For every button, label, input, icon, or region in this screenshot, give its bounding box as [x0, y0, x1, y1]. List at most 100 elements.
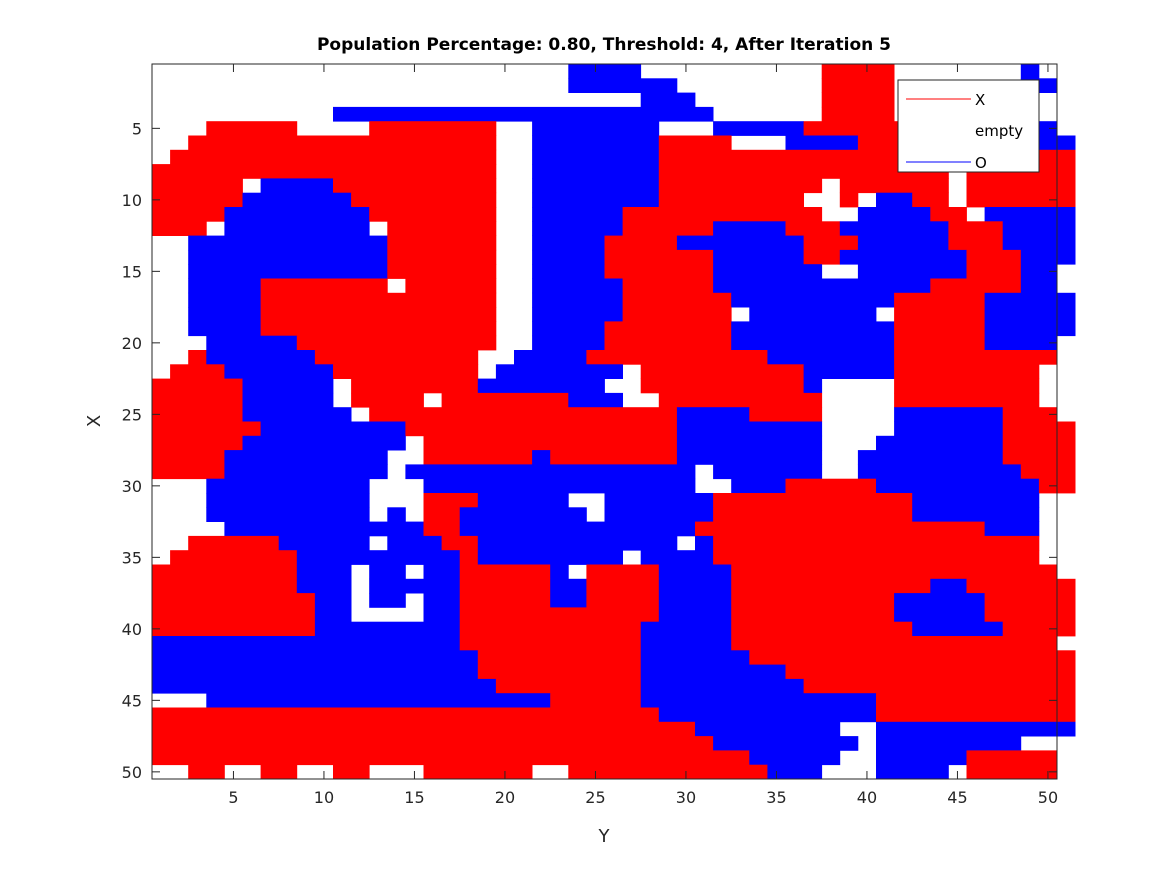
- axis-ticks: 5 10 15 20 25 30 35 40 45 50 5 10 15 20 25 30 35 40 45 50: [122, 64, 1058, 807]
- axes-box: [151, 63, 1058, 780]
- cell-o: [676, 235, 804, 251]
- cell-x: [495, 678, 642, 694]
- cell-o: [857, 207, 931, 222]
- cell-x: [803, 678, 1076, 694]
- cell-o: [206, 693, 551, 708]
- cell-o: [731, 335, 895, 351]
- cell-x: [369, 207, 497, 222]
- cell-o: [532, 178, 660, 194]
- cell-x: [152, 593, 316, 608]
- cell-x: [1002, 421, 1076, 437]
- cell-x: [803, 121, 913, 136]
- cell-x: [369, 121, 497, 136]
- legend-label-empty: empty: [975, 122, 1023, 140]
- cell-o: [894, 421, 1004, 437]
- cell-x: [387, 221, 497, 236]
- cell-o: [1020, 249, 1076, 265]
- cell-o: [296, 578, 352, 594]
- legend-label-x: X: [975, 91, 985, 109]
- cell-o: [296, 564, 352, 580]
- cell-x: [966, 264, 1022, 279]
- cell-o: [188, 264, 388, 279]
- cell-x: [785, 664, 1076, 680]
- cell-x: [333, 178, 497, 194]
- cell-x: [658, 392, 823, 408]
- cell-o: [658, 564, 732, 580]
- cell-o: [477, 550, 623, 565]
- cell-o: [224, 364, 334, 379]
- cell-o: [206, 335, 298, 351]
- x-tick-label: 50: [1038, 788, 1058, 807]
- cell-x: [640, 378, 804, 394]
- cell-o: [640, 621, 732, 637]
- cell-o: [206, 478, 370, 494]
- cell-o: [984, 207, 1076, 222]
- cell-x: [170, 550, 298, 565]
- cell-x: [984, 607, 1076, 623]
- cell-o: [857, 450, 1004, 465]
- cell-o: [984, 292, 1076, 308]
- cell-x: [713, 507, 913, 522]
- cell-o: [731, 292, 895, 308]
- cell-o: [984, 335, 1058, 351]
- cell-x: [459, 550, 479, 565]
- cell-x: [568, 764, 768, 780]
- cell-o: [767, 764, 823, 780]
- cell-o: [876, 478, 1040, 494]
- cell-x: [1020, 464, 1076, 480]
- cell-x: [423, 450, 533, 465]
- cell-o: [803, 364, 895, 379]
- y-tick-label: 45: [122, 691, 142, 710]
- cell-x: [658, 149, 949, 165]
- cell-x: [477, 650, 642, 665]
- cell-x: [477, 664, 642, 680]
- cell-x: [622, 307, 732, 322]
- legend-label-o: O: [975, 154, 987, 172]
- cell-x: [586, 593, 660, 608]
- cell-x: [586, 564, 660, 580]
- cell-x: [713, 493, 913, 508]
- cell-x: [152, 707, 660, 723]
- cell-x: [803, 249, 841, 265]
- cell-o: [839, 249, 967, 265]
- y-tick-label: 50: [122, 763, 142, 782]
- cell-x: [152, 421, 261, 437]
- cell-o: [532, 207, 623, 222]
- cell-x: [459, 621, 642, 637]
- y-tick-label: 30: [122, 477, 142, 496]
- cell-o: [930, 578, 967, 594]
- cell-x: [188, 535, 280, 551]
- cell-x: [550, 450, 678, 465]
- cell-x: [459, 578, 551, 594]
- cell-o: [876, 764, 949, 780]
- cell-o: [495, 364, 623, 379]
- cell-x: [604, 264, 714, 279]
- x-tick-label: 25: [585, 788, 605, 807]
- cell-o: [640, 693, 877, 708]
- cell-o: [188, 292, 261, 308]
- cell-o: [387, 535, 442, 551]
- cell-o: [260, 178, 334, 194]
- cell-o: [423, 593, 461, 608]
- cell-x: [876, 693, 1076, 708]
- cell-o: [532, 450, 551, 465]
- cell-x: [731, 636, 1058, 651]
- cell-o: [713, 464, 823, 480]
- cell-x: [948, 221, 1004, 236]
- cell-x: [894, 307, 985, 322]
- cell-x: [894, 321, 985, 337]
- cell-o: [532, 307, 623, 322]
- cell-o: [604, 493, 714, 508]
- cell-x: [152, 464, 225, 480]
- cell-o: [604, 507, 714, 522]
- cell-o: [676, 450, 823, 465]
- cell-x: [441, 535, 479, 551]
- cell-o: [640, 678, 804, 694]
- cell-o: [894, 593, 985, 608]
- cell-o: [532, 292, 623, 308]
- cell-o: [568, 78, 678, 93]
- cell-o: [550, 564, 569, 580]
- cell-o: [640, 636, 732, 651]
- cell-x: [170, 364, 225, 379]
